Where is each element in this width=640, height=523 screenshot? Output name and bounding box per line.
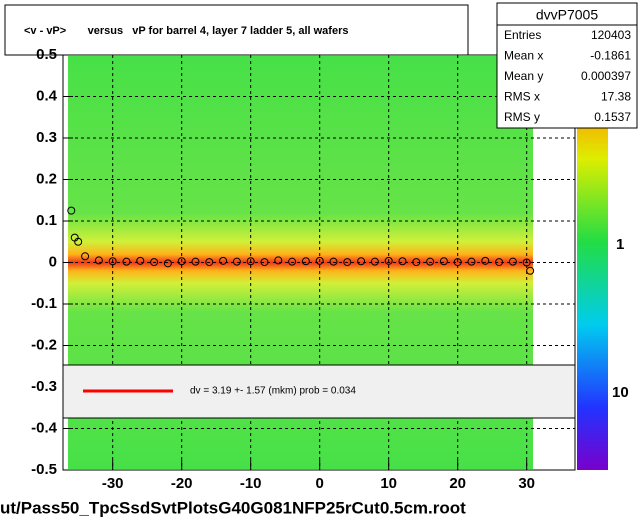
stats-value: 120403 (591, 28, 631, 42)
z-tick-label: 10 (612, 384, 629, 401)
profile-point (67, 206, 76, 215)
profile-point (508, 257, 517, 266)
profile-point (150, 258, 159, 267)
profile-point (343, 258, 352, 267)
profile-point (526, 266, 535, 275)
profile-point (301, 257, 310, 266)
y-tick-label: -0.3 (31, 378, 57, 395)
stats-label: RMS x (504, 90, 540, 104)
legend-text: dv = 3.19 +- 1.57 (mkm) prob = 0.034 (190, 386, 356, 397)
profile-point (122, 257, 131, 266)
stats-value: 0.1537 (594, 110, 631, 124)
profile-point (163, 259, 172, 268)
stats-rows: Entries 120403 Mean x -0.1861 Mean y 0.000397… (504, 28, 631, 124)
profile-point (177, 257, 186, 266)
profile-point (74, 237, 83, 246)
profile-point (439, 257, 448, 266)
stats-label: Mean y (504, 69, 543, 83)
profile-point (495, 258, 504, 267)
profile-point (329, 257, 338, 266)
profile-point (274, 256, 283, 265)
x-tick-label: 30 (518, 475, 535, 492)
profile-point (315, 256, 324, 265)
y-tick-label: -0.4 (31, 419, 58, 436)
profile-point (288, 257, 297, 266)
profile-point (357, 257, 366, 266)
stats-value: -0.1861 (590, 49, 631, 63)
y-tick-label: 0 (49, 253, 57, 270)
stats-value: 17.38 (601, 90, 631, 104)
profile-point (260, 258, 269, 267)
profile-point (94, 256, 103, 265)
x-tick-label: -10 (240, 475, 262, 492)
stats-title: dvvP7005 (536, 7, 598, 23)
y-tick-label: -0.2 (31, 336, 57, 353)
profile-point (522, 258, 531, 267)
profile-point (481, 256, 490, 265)
profile-point (232, 257, 241, 266)
chart-title: <v - vP> versus vP for barrel 4, layer 7… (24, 25, 348, 37)
stats-label: Entries (504, 28, 541, 42)
y-tick-label: 0.4 (36, 87, 58, 104)
z-tick-label: 1 (616, 236, 624, 253)
x-tick-label: 10 (380, 475, 397, 492)
y-tick-label: 0.5 (36, 46, 57, 63)
profile-point (370, 257, 379, 266)
x-tick-label: -20 (171, 475, 193, 492)
y-tick-label: -0.1 (31, 295, 57, 312)
y-tick-label: 0.1 (36, 212, 57, 229)
stats-label: Mean x (504, 49, 543, 63)
profile-point (191, 257, 200, 266)
y-tick-label: 0.2 (36, 170, 57, 187)
profile-point (136, 256, 145, 265)
x-tick-label: 20 (449, 475, 466, 492)
profile-point (384, 256, 393, 265)
profile-point (426, 257, 435, 266)
x-tick-label: 0 (316, 475, 324, 492)
footer: ut/Pass50_TpcSsdSvtPlotsG40G081NFP25rCut… (0, 498, 466, 517)
stats-box (496, 2, 638, 129)
profile-point (205, 258, 214, 267)
profile-point (398, 257, 407, 266)
profile-point (453, 258, 462, 267)
y-tick-label: -0.5 (31, 461, 57, 478)
stats-label: RMS y (504, 110, 540, 124)
profile-point (81, 252, 90, 261)
profile-point (108, 257, 117, 266)
profile-point (412, 258, 421, 267)
x-tick-label: -30 (102, 475, 124, 492)
profile-point (219, 256, 228, 265)
title-box (4, 4, 469, 56)
stats-value: 0.000397 (581, 69, 631, 83)
profile-point (246, 257, 255, 266)
profile-point (467, 257, 476, 266)
y-tick-label: 0.3 (36, 129, 57, 146)
